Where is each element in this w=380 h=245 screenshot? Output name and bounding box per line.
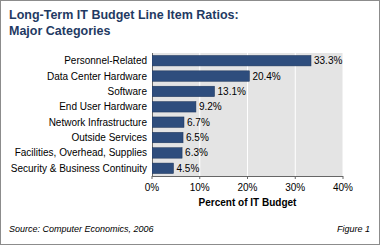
data-label: 9.2% — [199, 101, 222, 112]
category-label: Security & Business Continuity — [11, 163, 147, 174]
bar — [152, 86, 215, 96]
tick-label: 30% — [285, 182, 305, 193]
category-label: Personnel-Related — [64, 55, 147, 66]
chart-container: Long-Term IT Budget Line Item Ratios: Maj… — [0, 0, 380, 245]
grid-line — [343, 53, 344, 176]
x-axis-title: Percent of IT Budget — [199, 197, 297, 208]
tick-label: 0% — [145, 182, 160, 193]
x-axis-line — [152, 176, 343, 177]
bar — [152, 117, 184, 127]
data-label: 6.7% — [187, 117, 210, 128]
frame — [1, 1, 380, 245]
data-label: 4.5% — [176, 163, 199, 174]
bars — [152, 55, 311, 173]
data-label: 6.5% — [186, 132, 209, 143]
plot-background — [152, 53, 343, 176]
category-label: Outside Services — [71, 132, 147, 143]
category-label: Data Center Hardware — [47, 71, 147, 82]
tick-label: 20% — [237, 182, 257, 193]
data-label: 20.4% — [252, 71, 280, 82]
tick-label: 40% — [333, 182, 353, 193]
title: Long-Term IT Budget Line Item Ratios: — [9, 8, 239, 22]
tick-label: 10% — [190, 182, 210, 193]
chart-svg: Long-Term IT Budget Line Item Ratios: Maj… — [0, 0, 380, 245]
category-label: Software — [108, 86, 148, 97]
category-label: Network Infrastructure — [49, 117, 148, 128]
figure-label: Figure 1 — [337, 224, 370, 234]
bar — [152, 163, 173, 173]
data-label: 33.3% — [314, 55, 342, 66]
grid-line — [295, 53, 296, 176]
category-label: End User Hardware — [59, 101, 147, 112]
bar — [152, 102, 196, 112]
bar — [152, 148, 182, 158]
category-label: Facilities, Overhead, Supplies — [15, 147, 147, 158]
data-label: 13.1% — [218, 86, 246, 97]
data-label: 6.3% — [185, 147, 208, 158]
bar — [152, 71, 249, 81]
source-note: Source: Computer Economics, 2006 — [9, 224, 154, 234]
subtitle: Major Categories — [9, 24, 110, 38]
bar — [152, 132, 183, 142]
bar — [152, 55, 311, 65]
